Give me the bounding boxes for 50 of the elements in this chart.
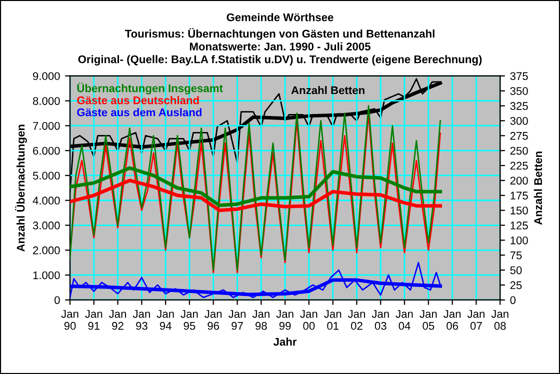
y2-tick-label: 200 [510, 176, 528, 185]
y2-tick-label: 75 [510, 252, 522, 260]
x-tick-label: Jan 03 [372, 310, 389, 330]
y2-tick-label: 350 [510, 87, 528, 95]
y2-tick-label: 50 [510, 266, 522, 274]
y-tick-label: 3.000 [32, 222, 60, 230]
x-tick-label: Jan 97 [228, 310, 246, 330]
y2-tick-label: 300 [510, 116, 528, 125]
y-axis-title: Anzahl Übernachtungen [15, 124, 27, 252]
chart-subtitle: Tourismus: Übernachtungen von Gästen und Bettenanzahl Monatswerte: Jan. 1990 - Juli 2005 Original- (Quelle: Bay.LA f.Statistik u.DV) u. Trendwerte (eigene Berechnung) [78, 28, 482, 66]
y2-tick-label: 375 [510, 72, 528, 80]
x-tick-label: Jan 91 [85, 310, 102, 330]
y-tick-label: 7.000 [33, 122, 60, 130]
y2-tick-label: 125 [510, 222, 528, 230]
y2-tick-label: 225 [510, 162, 528, 170]
x-tick-label: Jan 07 [467, 310, 484, 330]
y-tick-label: 5.000 [32, 172, 60, 180]
y2-tick-label: 325 [510, 102, 528, 110]
chart-title: Gemeinde Wörthsee [226, 13, 334, 22]
x-tick-label: Jan 08 [491, 310, 508, 330]
x-axis-title: Jahr [273, 338, 297, 346]
y2-tick-label: 250 [510, 146, 528, 155]
x-tick-label: Jan 99 [276, 310, 294, 330]
y-tick-label: 2.000 [33, 246, 60, 254]
y2-axis-title: Anzahl Betten [534, 152, 542, 225]
y2-tick-label: 25 [510, 281, 522, 290]
x-tick-label: Jan 98 [252, 310, 270, 330]
y-tick-label: 1.000 [33, 271, 60, 280]
y-tick-label: 9.000 [32, 72, 60, 80]
x-tick-label: Jan 93 [132, 310, 150, 330]
y-tick-label: 4.000 [32, 196, 60, 205]
y-tick-label: 6.000 [33, 146, 60, 155]
x-tick-label: Jan 01 [324, 310, 342, 330]
x-tick-label: Jan 00 [300, 310, 318, 330]
y2-tick-label: 275 [510, 132, 528, 140]
x-tick-label: Jan 92 [108, 310, 126, 330]
x-tick-label: Jan 06 [444, 310, 461, 330]
x-tick-label: Jan 94 [156, 310, 174, 330]
x-tick-label: Jan 02 [348, 310, 365, 330]
y2-tick-label: 150 [510, 206, 528, 214]
y-tick-label: 8.000 [32, 97, 60, 105]
y2-tick-label: 100 [510, 236, 528, 244]
x-tick-label: Jan 90 [61, 310, 78, 330]
y2-tick-label: 0 [510, 296, 516, 304]
x-tick-label: Jan 96 [204, 310, 222, 330]
x-tick-label: Jan 05 [420, 310, 437, 330]
x-tick-label: Jan 04 [396, 310, 413, 330]
y-tick-label: 0 [54, 296, 60, 304]
y2-tick-label: 175 [510, 192, 528, 200]
x-tick-label: Jan 95 [180, 310, 198, 330]
